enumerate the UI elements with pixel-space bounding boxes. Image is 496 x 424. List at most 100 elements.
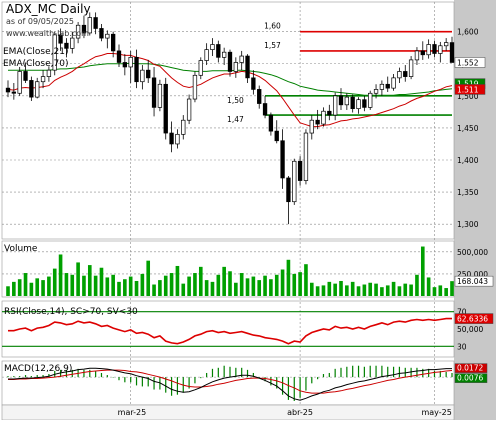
volume-bar [251,276,256,296]
macd-histogram-bar [258,377,260,378]
volume-bar [23,273,28,296]
candle-body [426,44,431,56]
macd-histogram-bar [19,376,21,378]
candle-body [408,59,414,77]
rsi-axis-label: 70 [457,308,467,317]
candle-body [11,91,17,94]
macd-histogram-bar [24,375,27,378]
volume-bar [123,279,127,296]
volume-bar [269,279,273,296]
volume-bar [327,281,332,296]
volume-last-box [454,275,494,287]
volume-bar [12,281,16,296]
candle-body [443,42,449,47]
macd-histogram-bar [147,377,149,387]
macd-histogram-bar [30,376,32,378]
site-label: www.wealth-lab.com [6,29,89,38]
macd-histogram-bar [252,372,254,378]
candle-body [128,56,133,68]
candle-body [262,103,268,116]
candle-body [315,119,320,125]
candle-body [40,76,46,83]
ema-slow-tag-box [454,84,486,95]
macd-histogram-bar [112,377,114,378]
volume-bar [245,278,250,296]
candle-body [181,119,186,135]
macd-histogram-bar [124,377,126,383]
volume-bar [380,287,384,296]
candle-body [52,34,57,71]
macd-histogram-bar [106,375,108,378]
macd-histogram-bar [305,377,307,391]
candle-body [338,95,344,106]
candle-body [297,160,303,181]
candle-body [17,71,22,94]
candle-body [134,56,139,83]
macd-histogram-bar [346,366,348,378]
macd-histogram-bar [246,369,249,378]
volume-bar [292,273,297,296]
volume-bar [432,287,437,296]
candle-body [116,50,122,63]
rsi-last-box [454,313,494,324]
candle-body [233,62,239,72]
candle-body [105,33,110,39]
macd-histogram-bar [369,365,371,378]
candle-body [397,71,402,79]
price-axis-label: 1,500 [457,92,479,101]
macd-histogram-bar [83,369,85,378]
macd-histogram-bar [71,369,73,378]
volume-bar [111,274,115,296]
volume-bar [187,276,191,296]
chart-title: ADX_MC Daily [6,2,91,16]
volume-bar [420,246,425,296]
ema-slow-tag: 1.511 [457,85,479,94]
volume-bar [234,282,238,296]
macd-histogram-bar [13,376,15,378]
macd-histogram-bar [334,368,336,378]
macd-histogram-bar [445,371,447,378]
candle-body [23,71,28,81]
macd-histogram-bar [153,377,155,390]
volume-bar [409,284,413,296]
candle-body [438,45,443,54]
volume-bar [263,275,267,296]
volume-bar [140,273,145,296]
macd-histogram-bar [439,370,441,378]
volume-bar [426,277,431,296]
macd-histogram-bar [141,377,143,387]
macd-histogram-bar [36,375,38,378]
candle-body [449,42,455,63]
macd-histogram-bar [287,377,290,400]
price-axis-label: 1,300 [457,220,479,229]
volume-bar [391,281,396,296]
macd-histogram-bar [375,365,377,378]
volume-bar [93,275,98,296]
candle-body [58,34,63,44]
volume-bar [82,275,86,296]
candle-body [257,89,262,104]
volume-bar [35,278,40,296]
candle-body [332,95,338,116]
candle-body [46,69,52,77]
volume-bar [58,254,63,296]
macd-histogram-bar [135,377,138,386]
candle-body [93,17,98,29]
macd-histogram-bar [451,372,453,378]
candle-body [245,55,250,79]
x-tick-label: abr-25 [287,408,313,417]
asof-date: as of 09/05/2025 [6,17,74,26]
volume-bar [64,273,69,296]
volume-axis-label: 250,000 [457,270,488,279]
volume-bar [169,273,174,296]
volume-bar [274,274,279,296]
macd-histogram-bar [211,368,214,378]
date-axis-strip [1,404,455,421]
candle-body [81,24,87,34]
candle-body [221,51,227,58]
macd-histogram-bar [328,372,330,378]
macd-histogram-bar [311,377,313,384]
macd-histogram-bar [357,365,360,378]
volume-bar [397,286,402,296]
